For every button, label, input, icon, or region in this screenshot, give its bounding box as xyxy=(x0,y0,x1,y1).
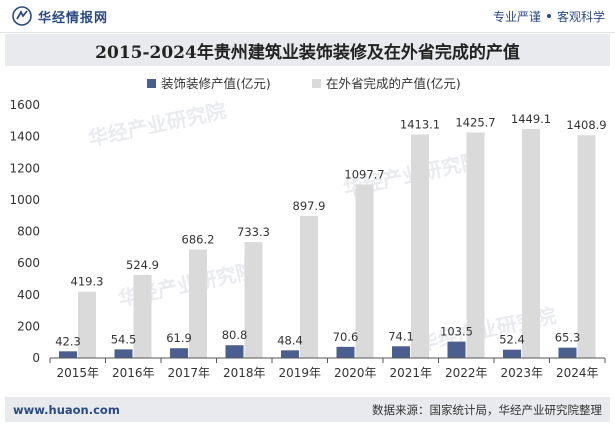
bar-series-2 xyxy=(522,128,540,358)
top-bar: 华经情报网 专业严谨 客观科学 xyxy=(0,0,615,33)
separator-dot-icon xyxy=(546,14,551,18)
brand: 华经情报网 xyxy=(12,6,108,26)
x-tick-label: 2020年 xyxy=(334,366,377,380)
y-tick-label: 1400 xyxy=(9,130,40,144)
bar-series-1 xyxy=(225,345,244,358)
y-tick-label: 200 xyxy=(17,319,40,333)
data-label-series-1: 65.3 xyxy=(555,331,581,345)
data-label-series-2: 897.9 xyxy=(293,199,326,213)
bar-series-1 xyxy=(281,350,299,358)
x-tick-label: 2022年 xyxy=(445,366,488,380)
y-tick-label: 800 xyxy=(17,225,40,239)
slogan-right: 客观科学 xyxy=(556,9,605,24)
x-tick-label: 2017年 xyxy=(167,366,210,380)
chart-area: 华经产业研究院华经产业研究院华经产业研究院华经产业研究院 装饰装修产值(亿元) 在… xyxy=(0,66,615,396)
data-label-series-2: 1408.9 xyxy=(566,118,606,132)
bar-series-2 xyxy=(133,275,152,358)
bar-series-1 xyxy=(114,349,133,358)
data-label-series-1: 61.9 xyxy=(166,331,192,345)
data-label-series-1: 74.1 xyxy=(388,329,414,343)
data-label-series-2: 1097.7 xyxy=(344,167,384,181)
data-label-series-1: 48.4 xyxy=(277,333,303,347)
bar-series-1 xyxy=(59,351,77,358)
data-label-series-2: 733.3 xyxy=(237,225,270,239)
bars xyxy=(59,128,596,358)
bar-series-1 xyxy=(503,349,521,358)
data-label-series-1: 80.8 xyxy=(222,328,248,342)
legend-label-2: 在外省完成的产值(亿元) xyxy=(326,76,461,91)
data-label-series-2: 524.9 xyxy=(126,258,159,272)
brand-logo-icon xyxy=(12,6,32,26)
y-tick-label: 0 xyxy=(32,351,40,365)
data-labels: 42.3 419.3 54.5 524.9 61.9 686.2 80.8 733.3 48.4… xyxy=(55,112,606,348)
data-label-series-2: 1425.7 xyxy=(455,116,495,130)
x-axis: 2015年 2016年 2017年 2018年 2019年 2020年 2021年 2022年… xyxy=(49,357,606,380)
brand-name: 华经情报网 xyxy=(38,10,109,26)
data-label-series-2: 419.3 xyxy=(71,275,104,289)
bar-series-1 xyxy=(336,346,355,358)
data-label-series-2: 686.2 xyxy=(182,232,215,246)
bar-series-2 xyxy=(300,216,318,358)
legend-label-1: 装饰装修产值(亿元) xyxy=(161,76,271,91)
slogan-left: 专业严谨 xyxy=(492,9,541,24)
footer: www.huaon.com 数据来源：国家统计局，华经产业研究院整理 xyxy=(5,397,610,422)
data-label-series-1: 42.3 xyxy=(55,334,81,348)
legend: 装饰装修产值(亿元) 在外省完成的产值(亿元) xyxy=(147,76,461,91)
bar-series-2 xyxy=(355,184,374,358)
title-bar: 2015-2024年贵州建筑业装饰装修及在外省完成的产值 xyxy=(5,34,610,66)
watermarks: 华经产业研究院华经产业研究院华经产业研究院华经产业研究院 xyxy=(86,98,558,356)
data-label-series-1: 103.5 xyxy=(440,325,473,339)
slogan: 专业严谨 客观科学 xyxy=(493,8,605,25)
x-tick-label: 2015年 xyxy=(56,366,99,380)
bar-series-1 xyxy=(170,348,188,358)
x-tick-label: 2018年 xyxy=(223,366,266,380)
bar-series-2 xyxy=(189,249,207,358)
legend-swatch-2 xyxy=(312,79,321,88)
bar-series-2 xyxy=(78,291,96,358)
data-label-series-2: 1449.1 xyxy=(511,112,551,126)
bar-series-2 xyxy=(577,135,596,358)
y-tick-label: 600 xyxy=(17,256,40,270)
legend-swatch-1 xyxy=(147,79,156,88)
y-tick-label: 1000 xyxy=(9,193,40,207)
x-tick-label: 2019年 xyxy=(278,366,321,380)
bar-series-2 xyxy=(466,132,485,358)
data-label-series-1: 70.6 xyxy=(333,330,359,344)
footer-source: 数据来源：国家统计局，华经产业研究院整理 xyxy=(372,402,602,417)
bar-series-1 xyxy=(392,346,410,358)
x-tick-label: 2024年 xyxy=(556,366,599,380)
data-label-series-1: 52.4 xyxy=(499,333,525,347)
bar-series-2 xyxy=(411,134,429,358)
y-tick-label: 1200 xyxy=(9,161,40,175)
y-tick-label: 400 xyxy=(17,288,40,302)
data-label-series-2: 1413.1 xyxy=(400,118,440,132)
footer-url: www.huaon.com xyxy=(13,402,120,417)
x-tick-label: 2021年 xyxy=(389,366,432,380)
watermark-text: 华经产业研究院 xyxy=(86,98,228,151)
bar-series-2 xyxy=(244,242,263,358)
data-label-series-1: 54.5 xyxy=(111,332,137,346)
chart-title: 2015-2024年贵州建筑业装饰装修及在外省完成的产值 xyxy=(95,42,520,63)
y-axis: 0 200 400 600 800 1000 1200 1400 1600 xyxy=(9,98,40,365)
bar-chart: 华经产业研究院华经产业研究院华经产业研究院华经产业研究院 装饰装修产值(亿元) 在… xyxy=(9,76,606,380)
x-tick-label: 2016年 xyxy=(112,366,155,380)
bar-series-1 xyxy=(447,341,466,358)
x-tick-label: 2023年 xyxy=(500,366,543,380)
y-tick-label: 1600 xyxy=(9,98,40,112)
bar-series-1 xyxy=(558,347,577,358)
